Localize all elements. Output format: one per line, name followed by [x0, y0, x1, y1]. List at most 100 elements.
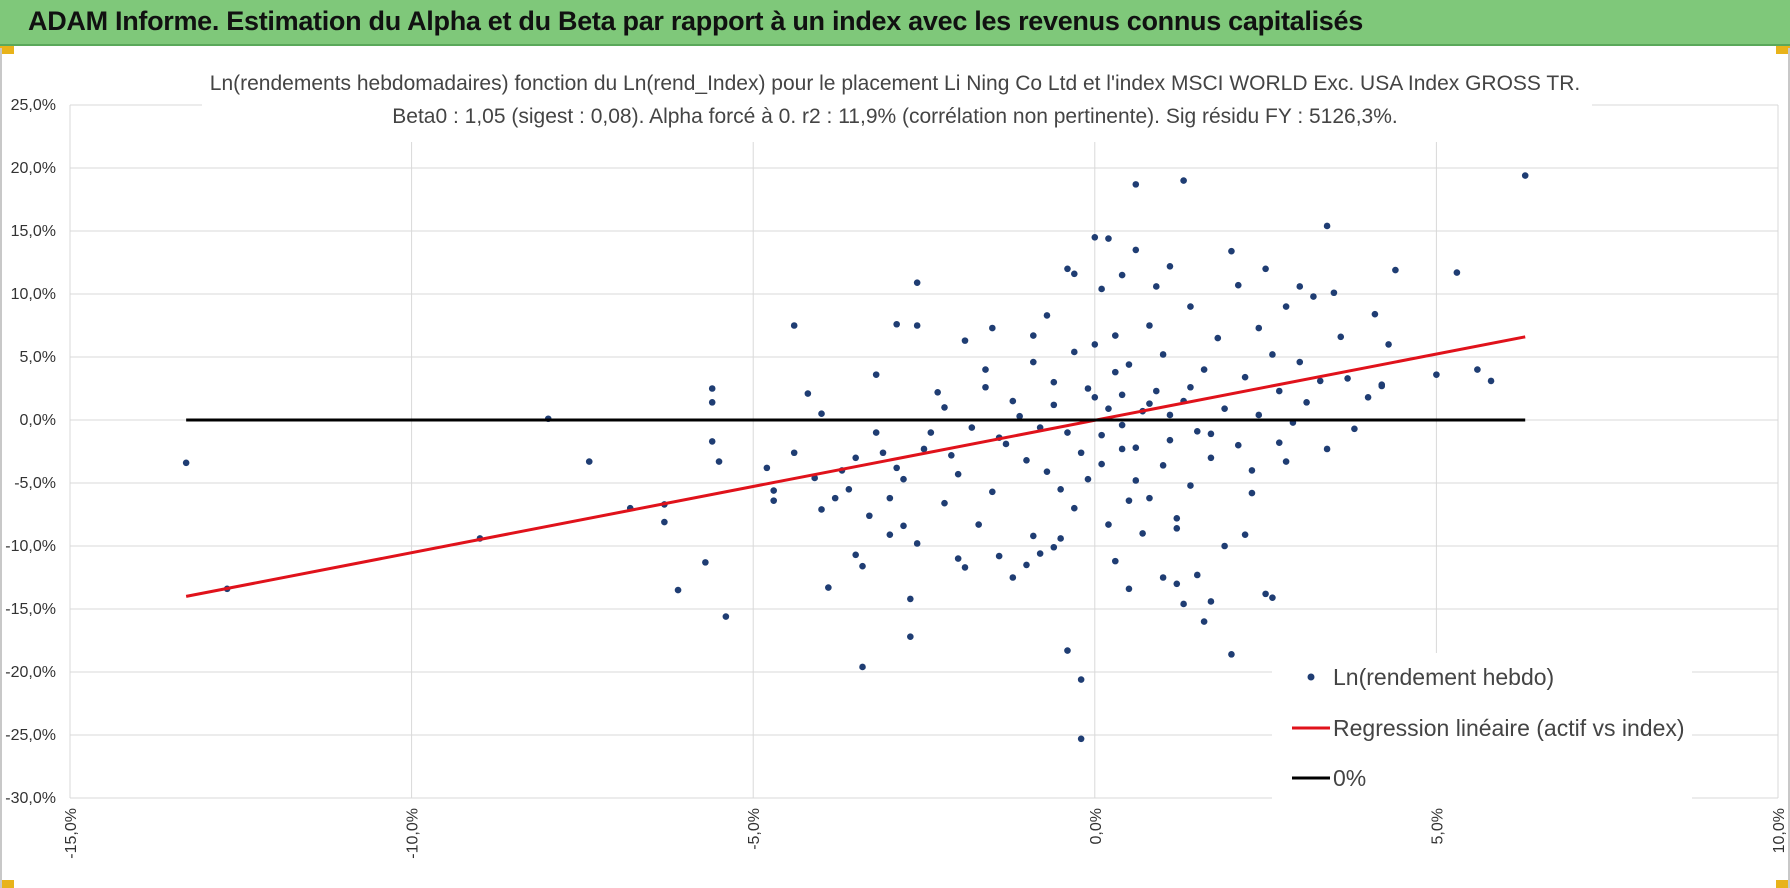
data-point	[1337, 333, 1345, 341]
data-point	[1118, 391, 1126, 399]
data-point	[886, 494, 894, 502]
data-point	[1098, 460, 1105, 468]
data-point	[907, 595, 914, 603]
data-point	[1023, 457, 1030, 464]
data-point	[1077, 449, 1085, 457]
data-point	[722, 613, 730, 620]
report-title: ADAM Informe. Estimation du Alpha et du …	[28, 6, 1363, 36]
data-point	[1316, 377, 1324, 385]
data-point	[1180, 177, 1187, 184]
data-point	[1064, 265, 1071, 273]
data-point	[770, 487, 777, 494]
data-point	[900, 522, 907, 530]
title-background	[202, 68, 1592, 142]
legend-label: Ln(rendement hebdo)	[1333, 664, 1554, 690]
data-point	[907, 633, 914, 641]
y-tick-label: -30,0%	[5, 790, 56, 807]
y-tick-label: -25,0%	[5, 727, 56, 744]
regression-line	[185, 335, 1526, 598]
data-point	[1064, 429, 1071, 436]
data-point	[1036, 550, 1044, 557]
data-point	[1043, 312, 1051, 319]
data-point	[1132, 444, 1140, 452]
data-point	[1030, 332, 1037, 339]
data-point	[1084, 385, 1092, 392]
legend-background	[1272, 653, 1692, 803]
data-point	[852, 454, 859, 462]
data-point	[1050, 378, 1058, 386]
data-point	[1187, 383, 1194, 391]
data-point	[1221, 405, 1228, 412]
data-point	[1241, 373, 1249, 381]
data-point	[1084, 475, 1092, 483]
data-point	[913, 322, 921, 329]
data-point	[1330, 289, 1338, 297]
data-point	[995, 552, 1003, 560]
data-point	[825, 584, 832, 591]
data-point	[770, 497, 777, 504]
data-point	[1221, 542, 1228, 550]
data-point	[1118, 445, 1126, 453]
x-tick-label: -10,0%	[405, 808, 422, 859]
data-point	[1118, 271, 1126, 279]
data-point	[1262, 265, 1269, 273]
data-point	[1118, 421, 1126, 429]
data-point	[1071, 270, 1078, 278]
legend-label: 0%	[1333, 765, 1366, 791]
data-point	[934, 388, 941, 396]
data-point	[954, 555, 962, 562]
y-tick-label: 25,0%	[11, 97, 56, 114]
data-point	[1269, 594, 1276, 601]
data-point	[1521, 172, 1529, 179]
data-point	[859, 663, 866, 671]
legend: Ln(rendement hebdo) Regression linéaire (…	[1272, 653, 1692, 803]
data-point	[927, 429, 935, 436]
x-tick-label: -5,0%	[746, 808, 763, 850]
data-point	[982, 383, 989, 391]
data-point	[1159, 574, 1167, 581]
data-point	[1091, 234, 1099, 241]
data-point	[866, 512, 873, 520]
data-point	[1344, 375, 1351, 382]
data-point	[1057, 486, 1064, 493]
data-point	[1146, 494, 1153, 502]
data-point	[1351, 425, 1358, 433]
data-point	[1173, 580, 1181, 588]
data-point	[1173, 525, 1181, 532]
data-point	[941, 404, 948, 411]
data-point	[708, 399, 716, 406]
x-tick-label: 10,0%	[1771, 808, 1788, 853]
data-point	[790, 322, 798, 329]
y-tick-label: 0,0%	[20, 412, 56, 429]
data-point	[961, 337, 969, 344]
data-point	[1207, 430, 1215, 438]
data-point	[948, 451, 955, 459]
data-point	[1166, 262, 1174, 270]
data-point	[804, 390, 812, 397]
chart-title-group: Ln(rendements hebdomadaires) fonction du…	[202, 68, 1592, 142]
series-lines	[185, 335, 1526, 598]
data-point	[1050, 401, 1058, 409]
data-point	[1282, 303, 1290, 310]
data-point	[1371, 310, 1379, 318]
data-point	[1378, 382, 1386, 390]
data-point	[872, 429, 880, 436]
data-point	[886, 531, 894, 538]
data-point	[975, 521, 982, 528]
data-point	[831, 494, 839, 502]
data-point	[763, 464, 771, 472]
chart-title: Ln(rendements hebdomadaires) fonction du…	[210, 72, 1580, 95]
data-point	[1111, 557, 1119, 565]
data-point	[1030, 532, 1037, 540]
data-point	[1111, 332, 1119, 339]
data-point	[920, 445, 928, 453]
data-point	[1187, 303, 1194, 310]
data-point	[1111, 368, 1119, 376]
corner-marker	[1776, 46, 1790, 54]
x-tick-label: -15,0%	[63, 808, 80, 859]
y-tick-label: -5,0%	[14, 475, 56, 492]
data-point	[1057, 535, 1064, 542]
data-point	[1064, 647, 1071, 654]
data-point	[1132, 181, 1140, 188]
data-point	[1241, 531, 1249, 538]
